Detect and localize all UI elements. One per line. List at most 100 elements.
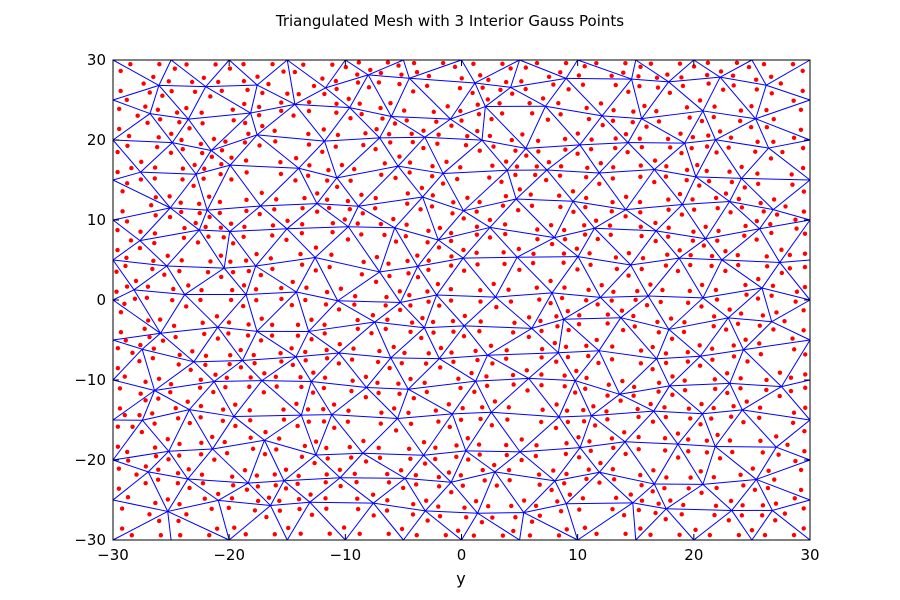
gauss-point bbox=[788, 375, 794, 380]
mesh-edge bbox=[423, 450, 466, 456]
gauss-point bbox=[150, 266, 155, 272]
gauss-point bbox=[801, 328, 806, 333]
mesh-edge bbox=[171, 142, 197, 175]
gauss-point bbox=[502, 261, 507, 267]
gauss-point bbox=[378, 70, 384, 76]
mesh-edge bbox=[256, 291, 297, 332]
mesh-edge bbox=[372, 502, 404, 541]
gauss-point bbox=[682, 387, 688, 393]
gauss-point bbox=[508, 299, 514, 304]
mesh-edge bbox=[594, 227, 657, 232]
gauss-point bbox=[228, 297, 234, 303]
gauss-point bbox=[785, 442, 790, 447]
mesh-edge bbox=[439, 358, 476, 382]
gauss-point bbox=[143, 398, 148, 403]
mesh-edge bbox=[528, 377, 576, 382]
mesh-edge bbox=[727, 287, 763, 319]
gauss-point bbox=[798, 127, 804, 132]
mesh-edge bbox=[461, 512, 479, 541]
gauss-point bbox=[738, 311, 744, 316]
mesh-edge bbox=[495, 296, 533, 329]
gauss-point bbox=[675, 431, 681, 436]
gauss-point bbox=[704, 72, 710, 78]
gauss-point bbox=[688, 253, 693, 258]
mesh-edge bbox=[598, 172, 627, 210]
gauss-point bbox=[299, 454, 305, 460]
mesh-edge bbox=[362, 452, 424, 456]
gauss-point bbox=[399, 526, 405, 532]
gauss-point bbox=[208, 259, 213, 264]
gauss-point bbox=[564, 527, 569, 532]
mesh-edge bbox=[112, 510, 168, 541]
gauss-point bbox=[226, 331, 231, 336]
gauss-point bbox=[116, 106, 122, 112]
mesh-edge bbox=[315, 454, 341, 479]
mesh-edge bbox=[294, 87, 326, 105]
mesh-edge bbox=[580, 441, 626, 449]
mesh-edge bbox=[210, 112, 251, 151]
gauss-point bbox=[561, 227, 567, 233]
gauss-point bbox=[419, 185, 425, 191]
mesh-edge bbox=[149, 113, 189, 120]
gauss-point bbox=[324, 356, 330, 361]
mesh-edge bbox=[600, 264, 632, 298]
mesh-edge bbox=[187, 478, 219, 501]
gauss-point bbox=[430, 163, 435, 169]
gauss-point bbox=[596, 360, 601, 366]
gauss-point bbox=[458, 417, 464, 422]
gauss-point bbox=[203, 224, 208, 230]
gauss-point bbox=[356, 60, 362, 65]
gauss-point bbox=[355, 317, 360, 323]
mesh-edge bbox=[765, 59, 811, 86]
gauss-point bbox=[158, 533, 164, 538]
gauss-point bbox=[597, 181, 602, 186]
gauss-point bbox=[168, 389, 173, 395]
gauss-point bbox=[435, 141, 440, 146]
mesh-edge bbox=[294, 104, 325, 142]
gauss-point bbox=[638, 174, 643, 179]
mesh-edge bbox=[168, 451, 189, 480]
mesh-edge bbox=[620, 317, 658, 360]
gauss-point bbox=[174, 110, 180, 115]
gauss-point bbox=[411, 501, 416, 507]
gauss-point bbox=[426, 258, 431, 263]
gauss-point bbox=[341, 525, 347, 530]
gauss-point bbox=[357, 531, 362, 537]
gauss-point bbox=[278, 350, 283, 356]
gauss-point bbox=[185, 399, 190, 404]
gauss-point bbox=[728, 135, 734, 140]
gauss-point bbox=[536, 472, 542, 477]
mesh-edge bbox=[743, 321, 773, 351]
gauss-point bbox=[492, 399, 498, 404]
mesh-edge bbox=[112, 59, 160, 86]
mesh-edge bbox=[366, 387, 409, 390]
gauss-point bbox=[175, 416, 181, 421]
gauss-point bbox=[744, 399, 749, 404]
mesh-edge bbox=[362, 452, 406, 479]
mesh-edge bbox=[761, 287, 773, 322]
gauss-point bbox=[406, 446, 412, 451]
gauss-point bbox=[345, 198, 351, 204]
gauss-point bbox=[324, 506, 329, 511]
mesh-edge bbox=[554, 447, 581, 482]
gauss-point bbox=[207, 533, 212, 538]
gauss-point bbox=[229, 177, 234, 182]
gauss-point bbox=[213, 372, 218, 377]
gauss-point bbox=[793, 217, 798, 222]
gauss-point bbox=[357, 101, 362, 106]
mesh-edge bbox=[572, 200, 595, 229]
gauss-point bbox=[415, 274, 421, 280]
gauss-point bbox=[754, 87, 759, 92]
gauss-point bbox=[270, 223, 276, 228]
mesh-edge bbox=[198, 229, 225, 269]
gauss-point bbox=[610, 466, 616, 472]
gauss-point bbox=[298, 251, 303, 257]
mesh-edge bbox=[223, 231, 231, 269]
gauss-point bbox=[800, 68, 805, 74]
gauss-point bbox=[548, 301, 553, 306]
mesh-edge bbox=[247, 440, 265, 484]
gauss-point bbox=[383, 303, 388, 308]
gauss-point bbox=[404, 118, 409, 123]
mesh-edge bbox=[462, 257, 496, 298]
mesh-edge bbox=[340, 477, 406, 479]
